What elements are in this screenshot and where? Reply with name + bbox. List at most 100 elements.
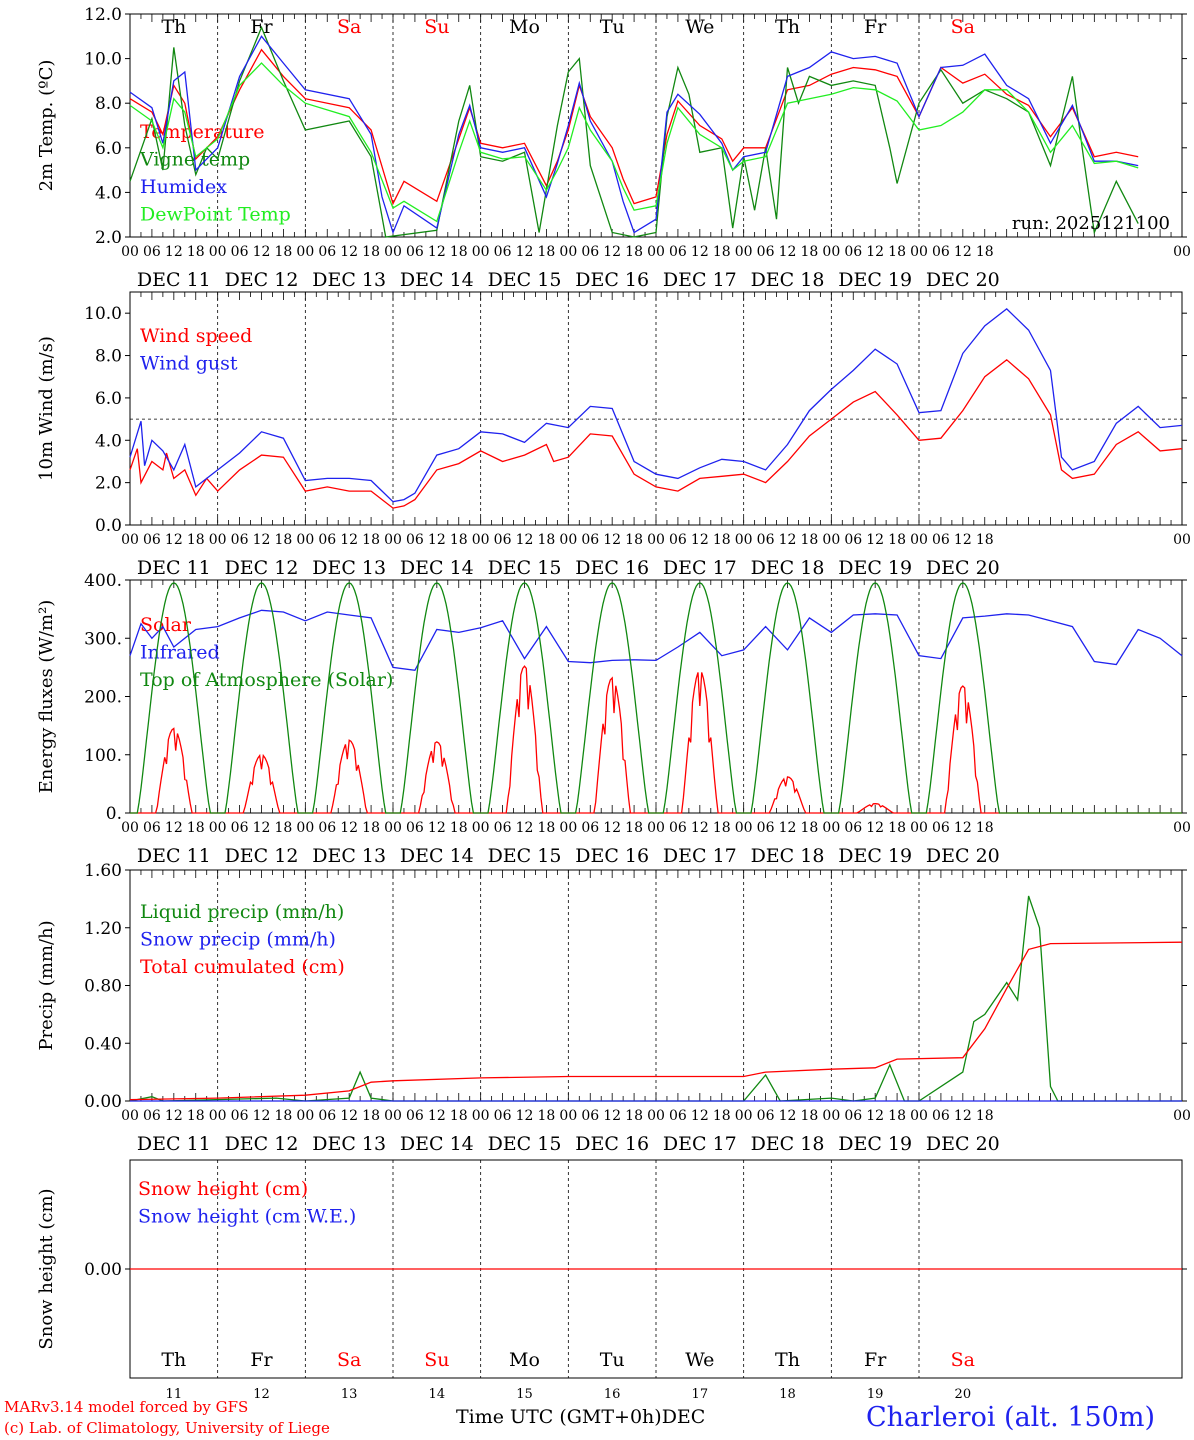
hour-tick-label: 18	[275, 1108, 293, 1124]
weekday-label: Fr	[250, 1349, 273, 1371]
hour-tick-label: 12	[954, 532, 972, 548]
legend-entry: Wind gust	[140, 353, 238, 375]
weekday-label: Th	[161, 16, 186, 38]
y-tick-label: 6.0	[95, 139, 122, 159]
hour-tick-label: 00	[384, 532, 402, 548]
hour-tick-label: 00	[472, 244, 490, 260]
hour-tick-label: 00	[559, 244, 577, 260]
day-number-label: 11	[166, 1387, 183, 1402]
hour-tick-label: 18	[801, 532, 819, 548]
hour-tick-label: 12	[866, 820, 884, 836]
hour-tick-label: 12	[253, 244, 271, 260]
hour-tick-label: 18	[450, 244, 468, 260]
hour-tick-label: 18	[362, 1108, 380, 1124]
y-tick-label: 10.0	[84, 50, 122, 70]
hour-tick-label: 12	[691, 820, 709, 836]
day-label: DEC 15	[488, 1133, 562, 1155]
y-tick-label: 6.0	[95, 389, 122, 409]
hour-tick-label: 18	[713, 244, 731, 260]
day-label: DEC 15	[488, 557, 562, 579]
model-credit-text: MARv3.14 model forced by GFS	[4, 1398, 249, 1416]
day-number-label: 12	[253, 1387, 270, 1402]
hour-tick-label: 18	[888, 532, 906, 548]
hour-tick-label: 06	[757, 1108, 775, 1124]
day-label: DEC 17	[663, 557, 737, 579]
hour-tick-label: 00	[1173, 244, 1191, 260]
hour-tick-label: 06	[143, 820, 161, 836]
hour-tick-label: 18	[450, 820, 468, 836]
hour-tick-label: 12	[954, 820, 972, 836]
hour-tick-label: 12	[340, 244, 358, 260]
legend-entry: Snow height (cm W.E.)	[138, 1206, 356, 1228]
day-label: DEC 19	[838, 269, 912, 291]
hour-tick-label: 06	[581, 1108, 599, 1124]
day-number-label: 18	[779, 1387, 796, 1402]
hour-tick-label: 06	[669, 244, 687, 260]
hour-tick-label: 18	[362, 820, 380, 836]
y-tick-label: 200.	[84, 688, 122, 708]
hour-tick-label: 18	[538, 244, 556, 260]
panel-temp: 2.0 4.0 6.0 8.0 10.0 12.0 2m Temp. (ºC) Tempera…	[36, 5, 1191, 291]
day-number-label: 14	[429, 1387, 446, 1402]
x-axis-title: Time UTC (GMT+0h)DEC	[456, 1406, 705, 1428]
hour-tick-label: 06	[494, 1108, 512, 1124]
hour-tick-label: 00	[647, 820, 665, 836]
hour-tick-label: 12	[253, 820, 271, 836]
hour-tick-label: 12	[954, 1108, 972, 1124]
hour-tick-label: 12	[165, 820, 183, 836]
hour-tick-label: 06	[757, 244, 775, 260]
y-tick-label: 0.00	[84, 1260, 122, 1280]
hour-tick-label: 00	[121, 1108, 139, 1124]
hour-tick-label: 06	[669, 820, 687, 836]
hour-tick-label: 12	[691, 532, 709, 548]
day-label: DEC 11	[137, 557, 211, 579]
hour-tick-label: 00	[296, 244, 314, 260]
hour-tick-label: 12	[954, 244, 972, 260]
series-line-dewpoint-temp	[129, 62, 1139, 223]
hour-tick-label: 18	[187, 244, 205, 260]
hour-tick-label: 18	[275, 532, 293, 548]
legend-entry: Snow precip (mm/h)	[140, 929, 336, 951]
panel-precip: 0.00 0.40 0.80 1.20 1.60 Precip (mm/h) Liquid …	[36, 861, 1191, 1155]
x-axis-month: DEC	[661, 1406, 706, 1428]
hour-tick-label: 12	[779, 244, 797, 260]
day-label: DEC 11	[137, 845, 211, 867]
weekday-label: Th	[775, 1349, 800, 1371]
day-number-label: 16	[604, 1387, 621, 1402]
hour-tick-label: 12	[866, 244, 884, 260]
weekday-label: Th	[161, 1349, 186, 1371]
hour-tick-label: 18	[625, 1108, 643, 1124]
hour-tick-label: 06	[669, 532, 687, 548]
legend-entry: Temperature	[140, 121, 264, 143]
hour-tick-label: 00	[121, 532, 139, 548]
hour-tick-label: 18	[362, 244, 380, 260]
hour-tick-label: 00	[384, 820, 402, 836]
day-label: DEC 20	[926, 845, 1000, 867]
day-label: DEC 18	[751, 269, 825, 291]
hour-tick-label: 00	[735, 244, 753, 260]
panel-snow: 0.00 Snow height (cm) Snow height (cm) Snow…	[36, 1159, 1187, 1402]
legend-entry: Humidex	[140, 176, 227, 198]
hour-tick-label: 18	[713, 532, 731, 548]
hour-tick-label: 06	[494, 820, 512, 836]
hour-tick-label: 00	[910, 532, 928, 548]
hour-tick-label: 06	[406, 820, 424, 836]
hour-tick-label: 18	[538, 1108, 556, 1124]
y-axis-label: 10m Wind (m/s)	[36, 336, 57, 481]
lab-credit-text: (c) Lab. of Climatology, University of L…	[4, 1419, 330, 1437]
day-label: DEC 18	[751, 1133, 825, 1155]
hour-tick-label: 00	[822, 244, 840, 260]
hour-tick-label: 18	[976, 532, 994, 548]
y-axis-label: Precip (mm/h)	[36, 920, 57, 1050]
hour-tick-label: 18	[976, 1108, 994, 1124]
y-axis-label: Energy fluxes (W/m²)	[36, 600, 57, 794]
x-axis-title-text: Time UTC (GMT+0h)	[456, 1406, 662, 1428]
weekday-label: Fr	[250, 16, 273, 38]
hour-tick-label: 06	[231, 532, 249, 548]
hour-tick-label: 00	[910, 244, 928, 260]
day-label: DEC 19	[838, 557, 912, 579]
y-tick-label: 0.00	[84, 1092, 122, 1112]
hour-tick-label: 00	[296, 1108, 314, 1124]
hour-tick-label: 12	[603, 1108, 621, 1124]
